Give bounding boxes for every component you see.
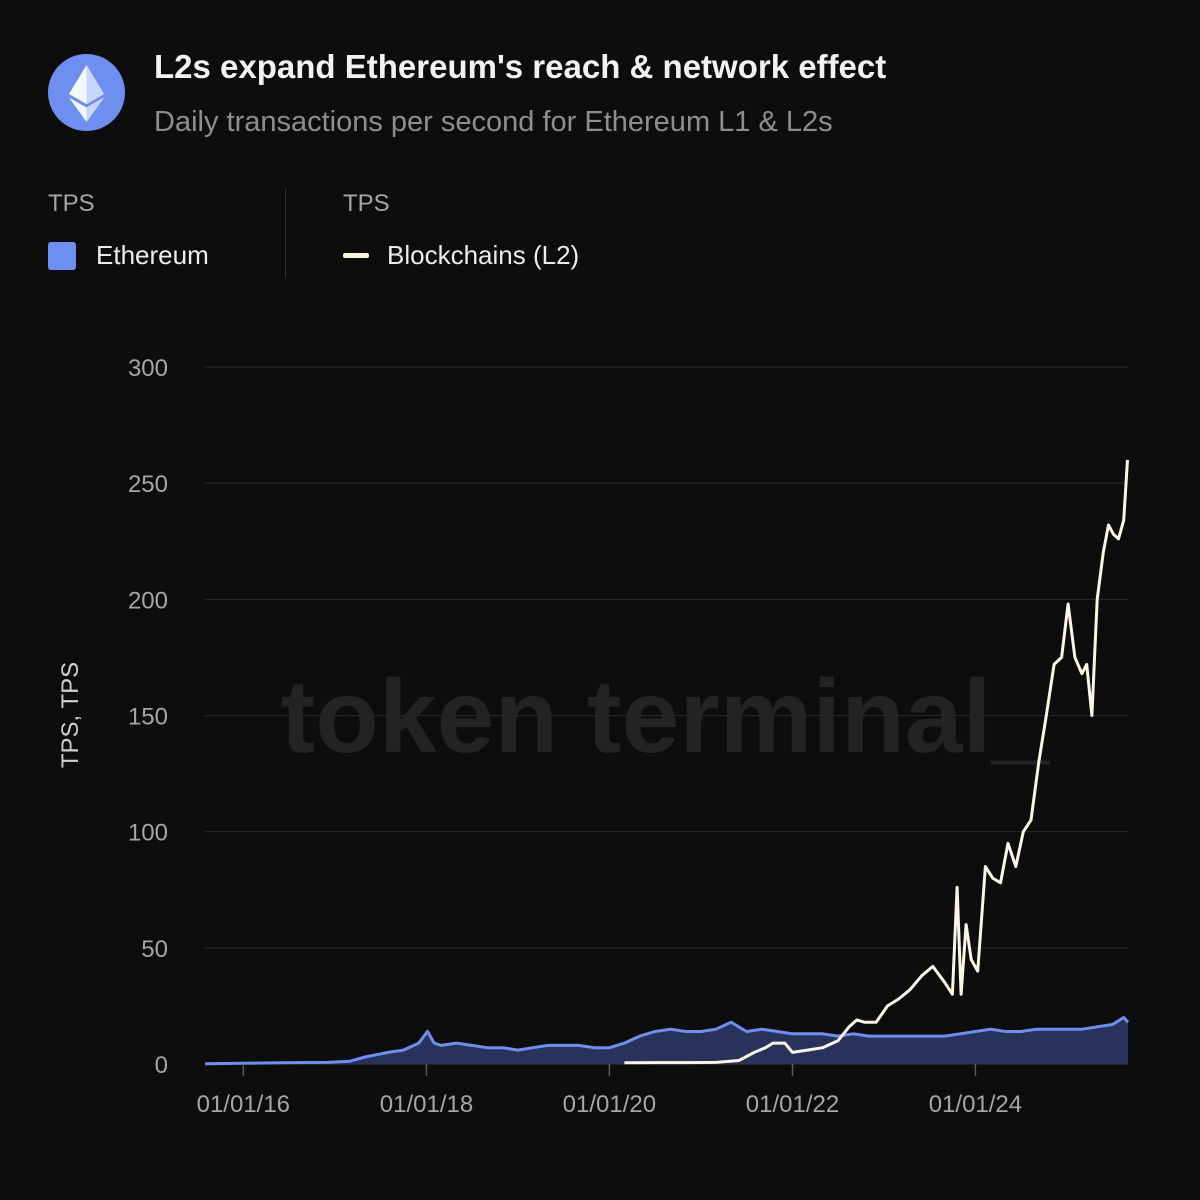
legend-axis-label: TPS (343, 190, 390, 217)
legend-group-ethereum: TPS Ethereum (48, 190, 209, 271)
y-tick-label: 0 (155, 1052, 168, 1079)
legend-group-l2: TPS Blockchains (L2) (343, 190, 579, 271)
l2-swatch (343, 253, 369, 258)
ethereum-icon (69, 65, 104, 122)
chart-subtitle: Daily transactions per second for Ethere… (154, 106, 833, 138)
y-tick-label: 100 (128, 820, 168, 847)
legend-divider (285, 188, 286, 278)
y-tick-label: 50 (141, 936, 168, 963)
series-l2-line (624, 459, 1129, 1065)
legend-label-ethereum: Ethereum (96, 240, 209, 270)
series-ethereum-area (205, 1017, 1128, 1064)
legend-item-ethereum[interactable]: Ethereum (48, 240, 209, 271)
series-layer (204, 459, 1130, 1066)
legend-item-l2[interactable]: Blockchains (L2) (343, 240, 579, 271)
legend-label-l2: Blockchains (L2) (387, 240, 580, 270)
x-tick-label: 01/01/16 (197, 1091, 290, 1118)
x-tick-label: 01/01/20 (563, 1091, 656, 1118)
axes: 0 50 100 150 200 250 300 01/01/16 01/01/18 01/01/… (128, 355, 1022, 1118)
chart-title: L2s expand Ethereum's reach & network ef… (154, 48, 887, 85)
ethereum-swatch (48, 241, 76, 270)
legend-axis-label: TPS (48, 190, 95, 217)
y-axis-title: TPS, TPS (57, 662, 84, 768)
ethereum-logo (48, 54, 125, 131)
x-tick-label: 01/01/22 (746, 1091, 839, 1118)
y-tick-label: 200 (128, 587, 168, 614)
y-tick-label: 250 (128, 471, 168, 498)
x-tick-label: 01/01/24 (929, 1091, 1022, 1118)
x-tick-label: 01/01/18 (380, 1091, 473, 1118)
y-tick-label: 300 (128, 355, 168, 382)
y-tick-label: 150 (128, 704, 168, 731)
watermark: token terminal_ (281, 659, 1051, 775)
series-ethereum-line (204, 1016, 1130, 1066)
